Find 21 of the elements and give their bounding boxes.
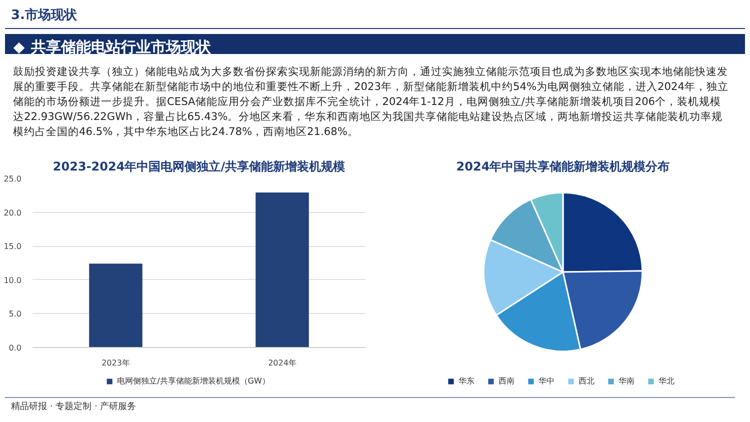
legend-label: 华中 xyxy=(538,376,556,386)
legend-label: 华南 xyxy=(618,376,636,386)
legend-label: 西北 xyxy=(578,376,596,386)
text: 鼓励投资建设共享（独立）储能电站成为大多数省份探索实现新能源消纳的新方向，通过实施独立储能示范项目也成为多数地区实现本地储能快速发展的重要手段。共享储能在新型储能市场中的地位和重要性不断上升，2023年，新型储能新增装机中约54%为电网侧独立储能，进入2024年，独立储能的市场份额进一步提升。据CESA储能应用分会产业数据库不完全统计，2024年1-12月，电网侧独立/共享储能新增装机项目206个，装机规模达22.93GW/56.22GWh，容量占比65.43%。分地区来看，华东和西南地区为我国共享储能电站建设热点区域，两地新增投运共享储能装机功率规模约占全国的46.5%，其中华东地区占比24.78%，西南地区21.68%。 xyxy=(12,65,730,140)
chart-title: 2024年中国共享储能新增装机规模分布 xyxy=(456,160,670,174)
y-tick-label: 15.0 xyxy=(4,242,22,252)
chart-title: 2023-2024年中国电网侧独立/共享储能新增装机规模 xyxy=(52,160,346,174)
legend-label: 华北 xyxy=(658,376,676,386)
y-tick-label: 10.0 xyxy=(4,276,22,285)
y-tick-label: 5.0 xyxy=(8,310,22,319)
text: 精品研报 · 专题定制 · 产研服务 xyxy=(5,397,735,417)
y-tick-label: 25.0 xyxy=(4,174,22,184)
y-tick-label: 20.0 xyxy=(4,208,22,218)
y-tick-label: 0.0 xyxy=(8,344,22,352)
legend-label: 电网侧独立/共享储能新增装机规模（GW） xyxy=(117,376,270,386)
text: 3.市场现状 xyxy=(5,5,745,29)
x-tick-label: 2024年 xyxy=(268,358,296,368)
x-tick-label: 2023年 xyxy=(102,358,130,368)
text: 共享储能电站行业市场现状 xyxy=(5,34,745,56)
legend-label: 西南 xyxy=(498,376,516,386)
legend-label: 华东 xyxy=(458,376,476,386)
